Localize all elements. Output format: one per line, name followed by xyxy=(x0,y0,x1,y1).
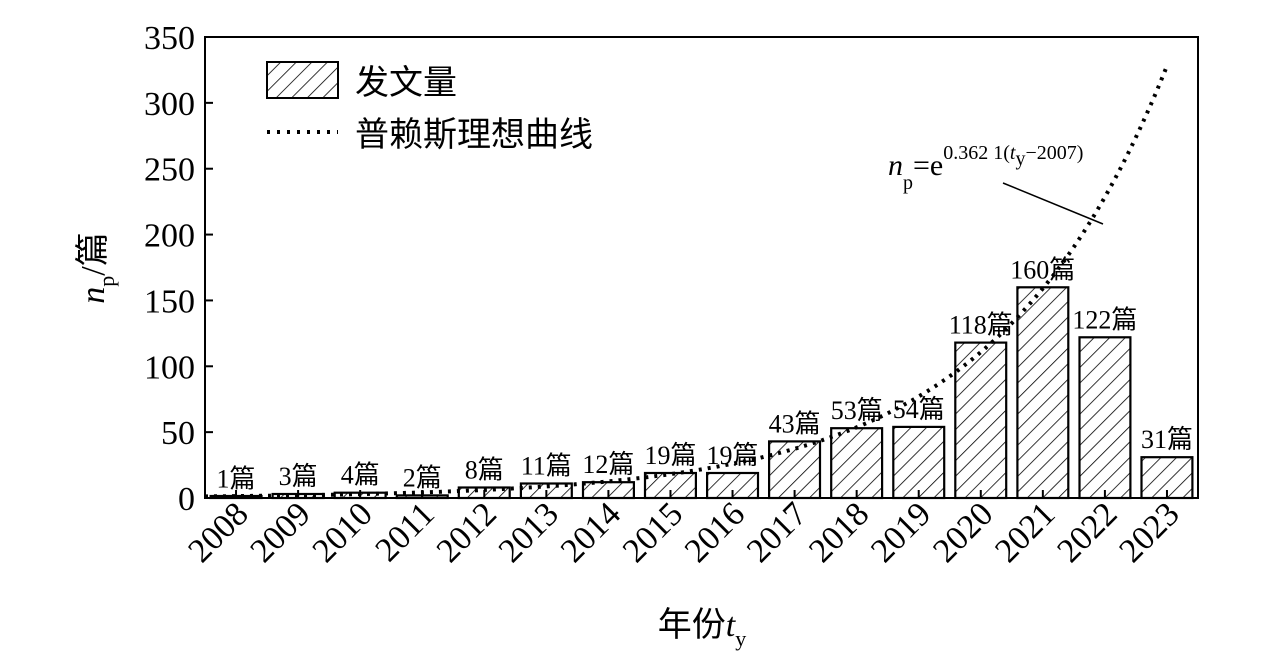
x-tick-label-2012: 2012 xyxy=(430,495,504,569)
plot-frame xyxy=(204,36,1199,499)
x-tick-label-2017: 2017 xyxy=(740,495,814,569)
x-axis-title: 年份ty xyxy=(658,606,746,651)
bar-2021 xyxy=(1016,286,1070,500)
x-tick-label-2015: 2015 xyxy=(616,495,690,569)
y-tick-label-200: 200 xyxy=(144,218,195,255)
x-tick-label-2016: 2016 xyxy=(678,495,752,569)
x-tick-label-2021: 2021 xyxy=(988,495,1062,569)
x-tick-label-2018: 2018 xyxy=(802,495,876,569)
y-tick-label-300: 300 xyxy=(144,86,195,123)
bar-labels: 1篇 3篇 4篇 2篇 8篇 11篇 12篇 19篇 19篇 43篇 53篇 54篇 118篇 160篇 1… xyxy=(216,255,1193,493)
formula-exp-var: t xyxy=(1010,142,1016,164)
formula-annotation: np=e0.362 1(ty−2007) xyxy=(888,142,1104,225)
y-tick-label-150: 150 xyxy=(144,283,195,320)
bar-2017 xyxy=(767,440,822,500)
x-tick-label-2010: 2010 xyxy=(306,495,380,569)
x-ticks: 2008200920102011201220132014201520162017… xyxy=(181,490,1187,570)
bar-label-2019: 54篇 xyxy=(893,395,945,424)
y-tick-label-0: 0 xyxy=(178,481,195,518)
bar-label-2021: 160篇 xyxy=(1010,255,1075,284)
bar-label-2020: 118篇 xyxy=(949,311,1013,340)
formula-exp-suffix: −2007) xyxy=(1025,142,1083,164)
x-tick-label-2014: 2014 xyxy=(554,495,628,569)
x-tick-label-2020: 2020 xyxy=(926,495,1000,569)
formula-exp-var-sub: y xyxy=(1015,148,1025,170)
bar-label-2015: 19篇 xyxy=(644,441,696,470)
y-tick-label-100: 100 xyxy=(144,349,195,386)
bar-label-2010: 4篇 xyxy=(341,461,380,490)
bar-label-2023: 31篇 xyxy=(1141,425,1193,454)
formula-lhs: n xyxy=(888,149,903,182)
formula-lhs-sub: p xyxy=(903,172,913,194)
x-tick-label-2013: 2013 xyxy=(492,495,566,569)
formula-eq: =e xyxy=(913,149,943,182)
y-tick-label-50: 50 xyxy=(161,415,195,452)
bar-label-2022: 122篇 xyxy=(1072,305,1137,334)
bar-label-2009: 3篇 xyxy=(279,462,318,491)
bar-2020 xyxy=(954,341,1008,500)
bar-label-2018: 53篇 xyxy=(831,396,883,425)
bar-2018 xyxy=(830,427,884,500)
formula-exp-prefix: 0.362 1( xyxy=(943,142,1010,164)
y-tick-label-350: 350 xyxy=(144,20,195,57)
legend: 发文量 普赖斯理想曲线 xyxy=(266,61,593,154)
bar-label-2014: 12篇 xyxy=(582,450,634,479)
y-tick-label-250: 250 xyxy=(144,152,195,189)
bar-label-2012: 8篇 xyxy=(465,456,504,485)
x-tick-label-2022: 2022 xyxy=(1050,495,1124,569)
bar-label-2011: 2篇 xyxy=(403,463,442,492)
bar-label-2016: 19篇 xyxy=(706,441,758,470)
bar-label-2017: 43篇 xyxy=(769,409,821,438)
x-tick-label-2019: 2019 xyxy=(864,495,938,569)
x-tick-label-2011: 2011 xyxy=(368,495,441,568)
formula-leader-line xyxy=(1002,182,1104,225)
legend-curve-label: 普赖斯理想曲线 xyxy=(355,116,593,154)
price-curve xyxy=(205,64,1169,499)
x-tick-label-2023: 2023 xyxy=(1112,495,1186,569)
legend-bar-swatch xyxy=(266,61,339,99)
bar-2019 xyxy=(892,425,946,500)
y-ticks: 0 50 100 150 200 250 300 350 xyxy=(144,20,213,518)
bar-2022 xyxy=(1078,336,1132,500)
x-tick-label-2009: 2009 xyxy=(244,495,318,569)
y-axis-title: np/篇 xyxy=(74,232,119,303)
svg-text:np=e0.362 1(ty−2007): np=e0.362 1(ty−2007) xyxy=(888,142,1083,194)
bar-label-2008: 1篇 xyxy=(216,465,255,494)
legend-bar-label: 发文量 xyxy=(355,64,457,102)
bar-label-2013: 11篇 xyxy=(521,452,572,481)
